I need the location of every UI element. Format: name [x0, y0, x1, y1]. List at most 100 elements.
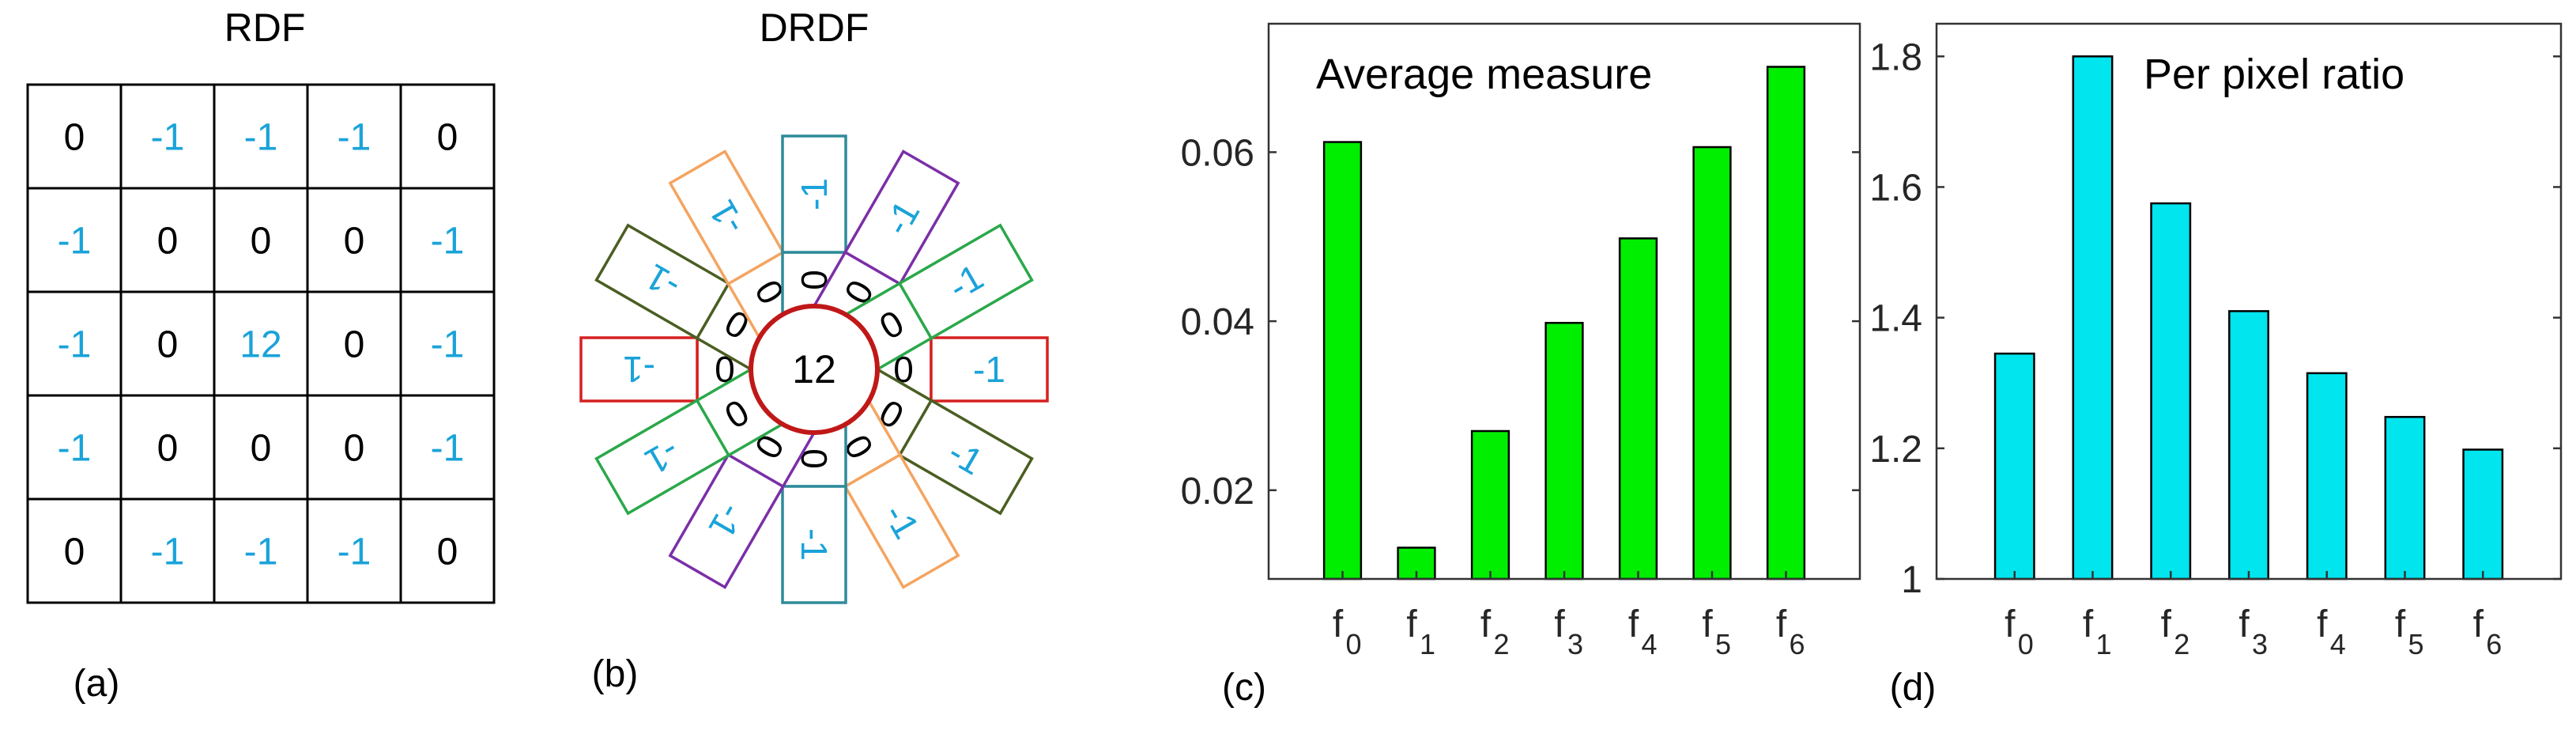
x-tick-subscript: 0 — [2018, 628, 2034, 660]
y-tick-label: 0.06 — [1181, 132, 1254, 174]
rdf-cell-value: -1 — [151, 117, 185, 159]
x-tick-subscript: 3 — [1567, 628, 1583, 660]
rdf-cell-value: -1 — [244, 117, 278, 159]
bar — [2384, 415, 2426, 581]
bar — [2462, 448, 2504, 581]
x-tick-subscript: 0 — [1345, 628, 1361, 660]
rdf-cell-value: 0 — [437, 531, 458, 573]
x-tick-label: f — [1628, 603, 1639, 645]
drdf-far-cell — [897, 398, 1034, 516]
rdf-cell — [306, 394, 402, 501]
drdf-arm: 0-1 — [839, 364, 1034, 516]
drdf-far-cell — [668, 149, 786, 286]
bar — [2150, 202, 2192, 581]
rdf-cell — [26, 83, 123, 190]
x-tick-subscript: 4 — [2330, 628, 2346, 660]
drdf-far-cell — [897, 223, 1034, 341]
rdf-cell — [119, 290, 216, 397]
drdf-far-value: -1 — [623, 349, 655, 390]
drdf-far-cell — [594, 398, 731, 516]
bar — [1993, 352, 2035, 581]
x-tick-subscript: 1 — [2095, 628, 2111, 660]
bar — [1766, 66, 1806, 581]
drdf-far-cell — [781, 485, 847, 604]
x-tick-label: f — [2395, 603, 2406, 645]
chart-c-bars — [1322, 66, 1806, 581]
rdf-cell-value: 0 — [344, 221, 365, 263]
rdf-cell-value: -1 — [431, 221, 465, 263]
rdf-cell-value: 0 — [344, 324, 365, 366]
x-tick-label: f — [1554, 603, 1565, 645]
rdf-cell-value: -1 — [431, 428, 465, 470]
x-tick-label: f — [2005, 603, 2016, 645]
rdf-cell — [213, 394, 309, 501]
drdf-arm: 0-1 — [781, 417, 847, 604]
rdf-cell-value: 0 — [251, 428, 272, 470]
drdf-far-value: -1 — [794, 178, 835, 210]
rdf-cell-value: 0 — [344, 428, 365, 470]
y-tick-label: 0.04 — [1181, 301, 1254, 343]
rdf-cell-value: -1 — [431, 324, 465, 366]
bar — [1544, 321, 1584, 581]
rdf-cell-value: 0 — [64, 531, 85, 573]
panel-a-rdf: RDF 0 -1 -1 -1 0 -1 0 0 0 -1 -1 0 12 0 -1 -1 0 0 0 -1 0 -1 -1 -… — [26, 6, 496, 705]
y-tick-label: 1.6 — [1869, 167, 1922, 209]
y-tick-label: 1 — [1901, 559, 1922, 601]
rdf-grid: 0 -1 -1 -1 0 -1 0 0 0 -1 -1 0 12 0 -1 -1 0 0 0 -1 0 -1 -1 -1 0 — [26, 83, 496, 604]
x-tick-label: f — [2317, 603, 2328, 645]
rdf-cell — [213, 497, 309, 604]
drdf-far-cell — [843, 149, 960, 286]
x-tick-label: f — [2473, 603, 2484, 645]
drdf-far-cell — [930, 336, 1049, 403]
rdf-cell-value: -1 — [338, 117, 372, 159]
rdf-cell-value: 0 — [157, 221, 179, 263]
x-tick-subscript: 5 — [2408, 628, 2423, 660]
x-tick-subscript: 6 — [2486, 628, 2502, 660]
rdf-cell — [399, 497, 496, 604]
x-tick-label: f — [2238, 603, 2250, 645]
x-tick-subscript: 2 — [2174, 628, 2189, 660]
drdf-far-cell — [781, 134, 847, 254]
y-tick-label: 1.2 — [1869, 429, 1922, 471]
x-tick-label: f — [2161, 603, 2172, 645]
x-tick-subscript: 5 — [1715, 628, 1731, 660]
x-tick-label: f — [1406, 603, 1417, 645]
rdf-cell-value: -1 — [58, 324, 92, 366]
drdf-far-cell — [594, 223, 731, 341]
panel-b-title: DRDF — [760, 6, 869, 50]
bar — [2072, 55, 2114, 581]
rdf-cell — [119, 497, 216, 604]
drdf-center-circle — [749, 304, 880, 435]
panel-b-drdf: DRDF 0 -10-10-10-10-10-10-10-10-10-10-10-… — [579, 6, 1049, 695]
x-tick-subscript: 4 — [1641, 628, 1657, 660]
bar — [1618, 237, 1658, 581]
x-tick-subscript: 6 — [1789, 628, 1805, 660]
rdf-cell — [119, 83, 216, 190]
panel-b-label: (b) — [592, 653, 639, 695]
rdf-cell-value: 0 — [64, 117, 85, 159]
x-tick-subscript: 2 — [1493, 628, 1509, 660]
y-tick-label: 0.02 — [1181, 471, 1254, 513]
x-tick-subscript: 3 — [2252, 628, 2268, 660]
rdf-cell — [26, 187, 123, 293]
rdf-cell — [399, 187, 496, 293]
panel-a-title: RDF — [224, 6, 306, 50]
chart-d-bars — [1993, 55, 2504, 581]
chart-d-title: Per pixel ratio — [2144, 51, 2404, 98]
panel-c-label: (c) — [1222, 667, 1266, 709]
rdf-cell — [306, 290, 402, 397]
drdf-far-cell — [668, 452, 786, 589]
bar — [2228, 310, 2269, 581]
rdf-cell-value: 0 — [157, 324, 179, 366]
rdf-cell-value: -1 — [338, 531, 372, 573]
bar — [1322, 141, 1363, 581]
x-tick-subscript: 1 — [1420, 628, 1435, 660]
panel-a-label: (a) — [74, 663, 120, 705]
x-tick-label: f — [1333, 603, 1344, 645]
rdf-cell — [213, 187, 309, 293]
bar — [2306, 372, 2348, 581]
